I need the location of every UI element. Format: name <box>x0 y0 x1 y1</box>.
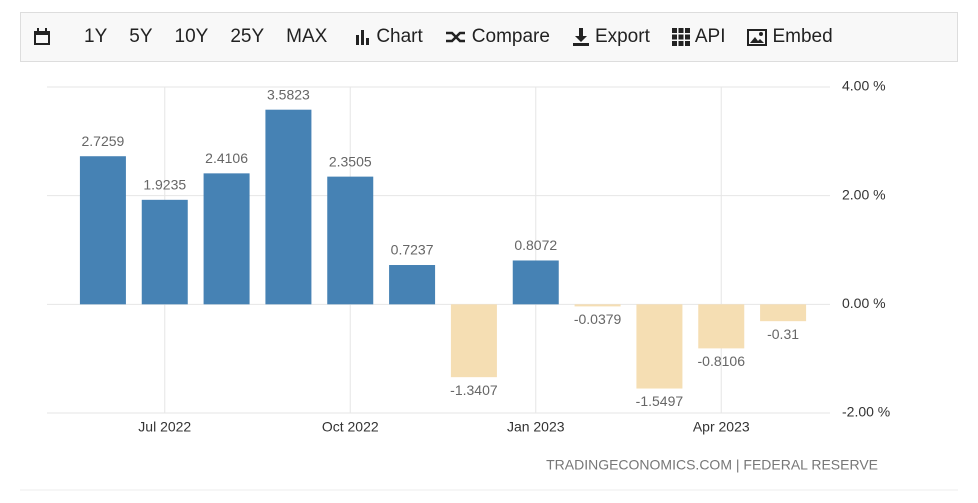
data-label: 0.8072 <box>514 237 557 253</box>
export-button[interactable]: Export <box>572 26 650 48</box>
x-tick-label: Oct 2022 <box>322 419 379 435</box>
bar <box>450 304 497 378</box>
y-tick-label: 0.00 % <box>842 295 886 311</box>
source: TRADINGECONOMICS.COM | FEDERAL RESERVE <box>546 457 878 473</box>
data-label: -0.0379 <box>574 311 622 327</box>
x-tick-label: Apr 2023 <box>693 419 750 435</box>
data-label: 2.4106 <box>205 150 248 166</box>
range-button[interactable]: 10Y <box>175 26 209 48</box>
toolbar: 1Y 5Y 10Y 25Y MAX Chart Compare Export A… <box>20 12 958 62</box>
button-label: API <box>694 26 726 47</box>
export-icon <box>572 28 589 46</box>
button-label: 10Y <box>174 26 209 47</box>
range-button[interactable]: 1Y <box>84 26 107 48</box>
data-label: 2.7259 <box>82 133 125 149</box>
embed-icon <box>747 28 768 46</box>
chart-icon <box>356 30 370 45</box>
embed-button[interactable]: Embed <box>747 26 833 48</box>
button-label: MAX <box>286 26 328 47</box>
data-label: -1.3407 <box>450 382 498 398</box>
data-label: -0.8106 <box>698 353 746 369</box>
chart-button[interactable]: Chart <box>355 26 423 48</box>
range-button[interactable]: MAX <box>286 26 327 48</box>
bar <box>760 304 807 322</box>
bar <box>512 260 559 305</box>
button-label: Compare <box>471 26 550 47</box>
button-label: Export <box>594 26 650 47</box>
calendar-button[interactable] <box>33 28 56 46</box>
data-label: 1.9235 <box>143 177 186 193</box>
bar <box>574 304 621 307</box>
y-tick-label: 4.00 % <box>842 78 886 94</box>
range-button[interactable]: 5Y <box>129 26 152 48</box>
x-tick-label: Jan 2023 <box>507 419 565 435</box>
button-label: 5Y <box>129 26 153 47</box>
button-label: 1Y <box>84 26 108 47</box>
bar <box>203 173 250 305</box>
button-label: Chart <box>376 26 423 47</box>
compare-button[interactable]: Compare <box>445 26 550 48</box>
api-button[interactable]: API <box>671 26 726 48</box>
x-tick-label: Jul 2022 <box>138 419 191 435</box>
bar <box>265 109 312 305</box>
data-label: 3.5823 <box>267 86 310 102</box>
bar <box>79 156 126 305</box>
y-tick-label: 2.00 % <box>842 186 886 202</box>
bar <box>636 304 683 389</box>
button-label: Embed <box>772 26 833 47</box>
bar <box>141 199 188 305</box>
bar <box>389 265 436 305</box>
bar <box>327 176 374 305</box>
compare-icon <box>445 31 465 43</box>
button-label: 25Y <box>230 26 265 47</box>
data-label: 2.3505 <box>329 153 372 169</box>
data-label: -0.31 <box>767 326 799 342</box>
range-button[interactable]: 25Y <box>230 26 264 48</box>
bar <box>698 304 745 349</box>
api-icon <box>671 28 690 46</box>
calendar-icon <box>34 28 50 45</box>
data-label: -1.5497 <box>636 393 684 409</box>
data-label: 0.7237 <box>391 242 434 258</box>
y-tick-label: -2.00 % <box>842 404 890 420</box>
